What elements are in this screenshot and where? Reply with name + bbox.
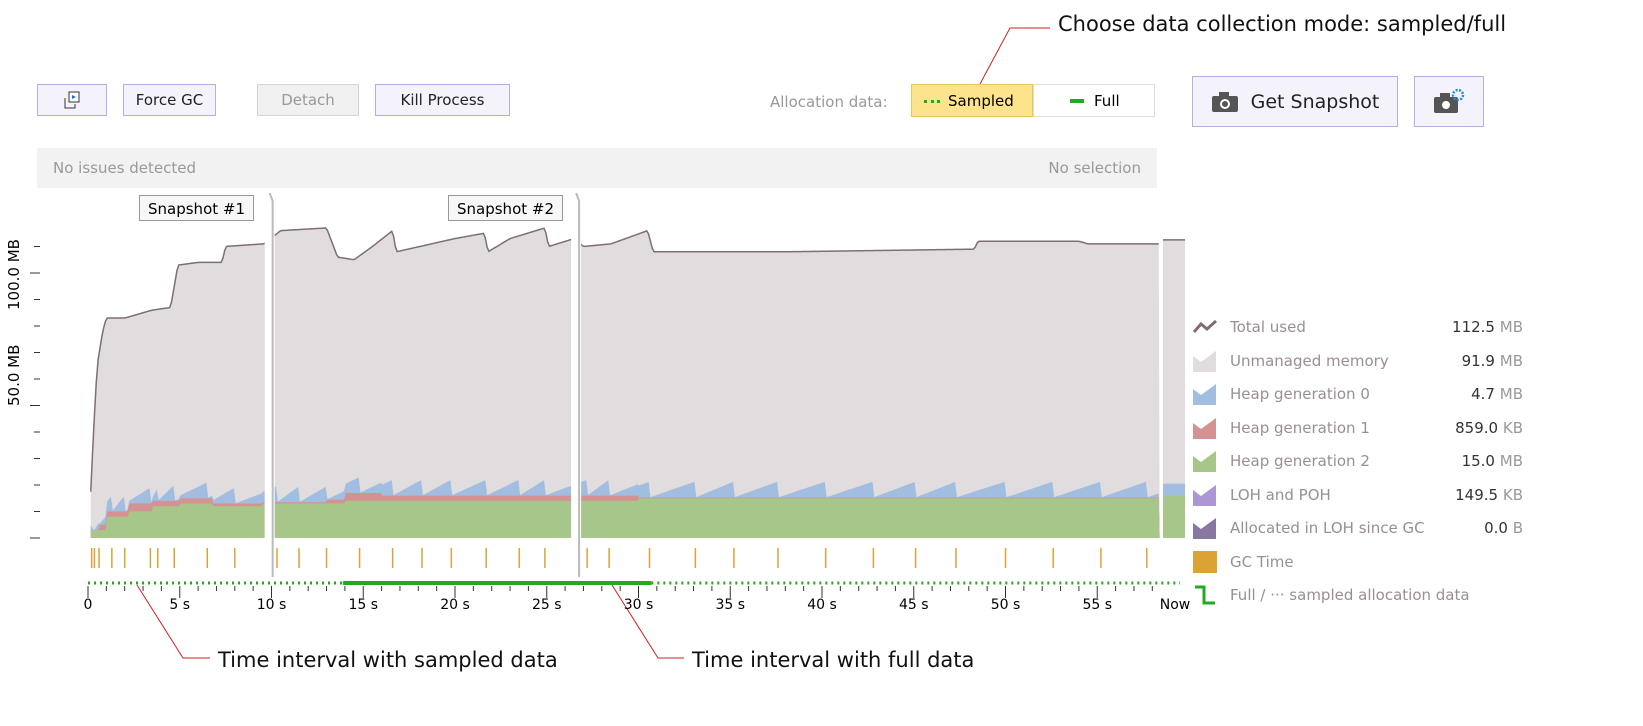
annotation-sampled: Time interval with sampled data — [218, 648, 558, 672]
camera-gear-icon — [1434, 88, 1465, 113]
restore-window-button[interactable] — [37, 84, 107, 116]
dotted-line-icon — [924, 100, 940, 103]
legend-value: 4.7 MB — [1471, 385, 1523, 403]
legend-item[interactable]: GC Time — [1193, 550, 1523, 573]
legend-value: 15.0 MB — [1461, 452, 1523, 470]
allocation-data-label: Allocation data: — [770, 93, 888, 111]
legend-label: Heap generation 2 — [1230, 452, 1370, 470]
heap-gen2-area — [90, 498, 1160, 538]
legend-item[interactable]: Heap generation 0 4.7 MB — [1193, 383, 1523, 405]
annotation-full: Time interval with full data — [692, 648, 975, 672]
x-tick-label: 10 s — [256, 597, 287, 613]
legend-value: 149.5 KB — [1455, 485, 1523, 504]
solid-line-icon — [1070, 99, 1084, 103]
area-swatch-icon — [1193, 451, 1216, 472]
legend-item[interactable]: LOH and POH 149.5 KB — [1193, 484, 1523, 506]
selection-text: No selection — [1048, 159, 1141, 177]
x-tick-label: 25 s — [531, 597, 562, 613]
annotation-mode: Choose data collection mode: sampled/ful… — [1058, 12, 1507, 36]
area-swatch-icon — [1193, 518, 1216, 539]
legend-label: Heap generation 1 — [1230, 418, 1370, 437]
legend-item[interactable]: Allocated in LOH since GC 0.0 B — [1193, 517, 1523, 539]
legend-item[interactable]: Heap generation 2 15.0 MB — [1193, 450, 1523, 472]
x-tick-label: 0 — [83, 597, 93, 613]
unmanaged-memory-area — [90, 228, 1160, 539]
x-tick-label: 50 s — [990, 597, 1021, 613]
total-used-icon — [1193, 319, 1217, 333]
snapshot-gap — [571, 193, 582, 573]
snapshot-2-marker[interactable]: Snapshot #2 — [448, 195, 564, 221]
force-gc-button[interactable]: Force GC — [123, 84, 216, 116]
allocation-mode-icon — [1195, 585, 1215, 605]
area-swatch-icon — [1193, 484, 1216, 506]
legend-label: Heap generation 0 — [1230, 385, 1370, 403]
legend-value: 859.0 KB — [1455, 418, 1523, 437]
full-toggle[interactable]: Full — [1033, 84, 1155, 117]
snapshot-break-line — [268, 192, 274, 577]
y-tick-100: 100.0 MB — [5, 239, 23, 310]
sampled-toggle[interactable]: Sampled — [911, 84, 1033, 117]
x-tick-label: Now — [1159, 597, 1191, 613]
get-snapshot-label: Get Snapshot — [1250, 90, 1380, 113]
legend-value: 112.5 MB — [1452, 318, 1523, 336]
area-swatch-icon — [1193, 417, 1216, 439]
y-tick-50: 50.0 MB — [5, 344, 23, 406]
area-swatch-icon — [1193, 350, 1216, 372]
x-tick-label: 20 s — [440, 597, 470, 613]
memory-timeline-chart[interactable] — [0, 0, 1190, 620]
legend-label: Full / ··· sampled allocation data — [1230, 586, 1470, 604]
legend-item[interactable]: Unmanaged memory 91.9 MB — [1193, 350, 1523, 372]
x-tick-label: 35 s — [715, 597, 746, 613]
x-tick-label: 5 s — [169, 597, 191, 613]
x-tick-label: 15 s — [348, 597, 379, 613]
detach-window-icon — [64, 91, 80, 109]
legend-item[interactable]: Total used 112.5 MB — [1193, 316, 1523, 338]
legend-value: 91.9 MB — [1461, 351, 1523, 370]
snapshot-1-marker[interactable]: Snapshot #1 — [139, 195, 255, 221]
issues-text: No issues detected — [53, 159, 197, 177]
get-snapshot-button[interactable]: Get Snapshot — [1192, 76, 1398, 127]
snapshot-gap — [264, 193, 275, 573]
legend-label: Allocated in LOH since GC — [1230, 519, 1425, 537]
kill-process-button[interactable]: Kill Process — [375, 84, 510, 116]
x-tick-label: 40 s — [807, 597, 837, 613]
legend-item[interactable]: Heap generation 1 859.0 KB — [1193, 417, 1523, 439]
legend-item[interactable]: Full / ··· sampled allocation data — [1193, 584, 1523, 606]
now-gen2 — [1163, 495, 1185, 538]
camera-icon — [1211, 91, 1238, 112]
x-tick-label: 55 s — [1082, 597, 1113, 613]
area-swatch-icon — [1193, 384, 1216, 405]
issues-bar: No issues detected No selection — [37, 148, 1157, 188]
gc-time-icon — [1193, 550, 1217, 573]
legend-label: GC Time — [1230, 552, 1294, 571]
legend-label: Unmanaged memory — [1230, 351, 1389, 370]
sampled-label: Sampled — [948, 92, 1014, 110]
x-tick-label: 45 s — [898, 597, 929, 613]
snapshot-settings-button[interactable] — [1414, 76, 1484, 127]
legend-label: Total used — [1230, 318, 1306, 336]
detach-button[interactable]: Detach — [257, 84, 359, 116]
x-tick-label: 30 s — [623, 597, 654, 613]
now-unmanaged — [1163, 239, 1185, 538]
legend-label: LOH and POH — [1230, 485, 1331, 504]
legend-value: 0.0 B — [1484, 519, 1523, 537]
full-label: Full — [1094, 92, 1120, 110]
snapshot-break-line — [575, 192, 581, 577]
